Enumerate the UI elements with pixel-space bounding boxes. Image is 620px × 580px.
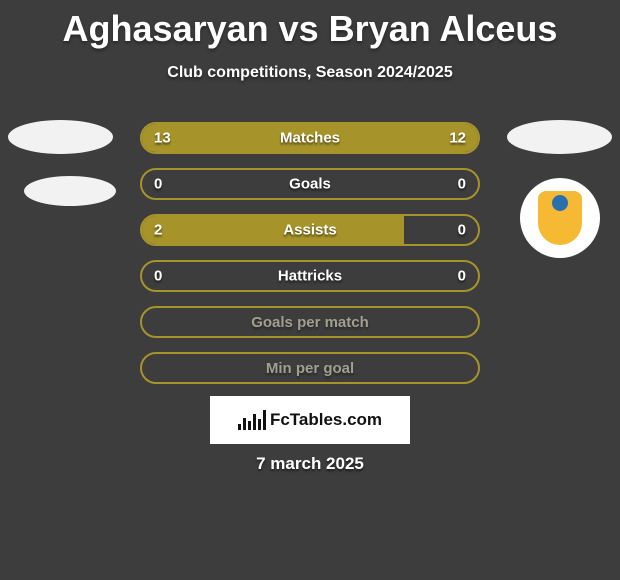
- stat-value-right: 0: [458, 176, 466, 193]
- stat-label: Assists: [283, 222, 336, 239]
- crest-ball-icon: [552, 195, 568, 211]
- stat-fill-left: [142, 216, 404, 244]
- stat-row-goals-per-match: Goals per match: [140, 306, 480, 338]
- stat-value-right: 0: [458, 222, 466, 239]
- stat-value-left: 13: [154, 130, 171, 147]
- stat-label: Matches: [280, 130, 340, 147]
- stat-label: Hattricks: [278, 268, 342, 285]
- stat-row-assists: 2 Assists 0: [140, 214, 480, 246]
- stat-row-hattricks: 0 Hattricks 0: [140, 260, 480, 292]
- stat-value-right: 0: [458, 268, 466, 285]
- stat-value-left: 0: [154, 268, 162, 285]
- stat-value-left: 0: [154, 176, 162, 193]
- subtitle: Club competitions, Season 2024/2025: [0, 64, 620, 82]
- logo-bar: [248, 421, 251, 430]
- stat-value-right: 12: [449, 130, 466, 147]
- player2-image-placeholder: [507, 120, 612, 154]
- page-title: Aghasaryan vs Bryan Alceus: [0, 0, 620, 50]
- logo-bar: [243, 418, 246, 430]
- crest-shield-icon: [538, 191, 582, 245]
- logo-bar: [263, 410, 266, 430]
- player1-image-placeholder: [8, 120, 113, 154]
- logo-text: FcTables.com: [270, 410, 382, 430]
- stat-value-left: 2: [154, 222, 162, 239]
- logo-bar: [253, 414, 256, 430]
- stat-row-matches: 13 Matches 12: [140, 122, 480, 154]
- stat-row-goals: 0 Goals 0: [140, 168, 480, 200]
- logo-bar: [258, 419, 261, 430]
- player1-club-placeholder: [24, 176, 116, 206]
- logo-bars-icon: [238, 410, 266, 430]
- player2-club-crest: [520, 178, 600, 258]
- logo-bar: [238, 424, 241, 430]
- stat-label: Goals: [289, 176, 331, 193]
- fctables-logo: FcTables.com: [210, 396, 410, 444]
- stat-row-min-per-goal: Min per goal: [140, 352, 480, 384]
- date-label: 7 march 2025: [256, 454, 364, 474]
- stats-panel: 13 Matches 12 0 Goals 0 2 Assists 0 0 Hattricks 0 Go…: [140, 122, 480, 398]
